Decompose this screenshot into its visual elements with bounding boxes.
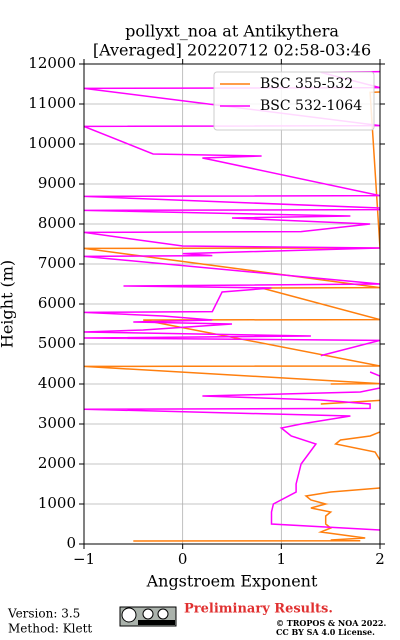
x-tick-label: 0 (178, 550, 188, 568)
data-line (84, 91, 380, 542)
license: CC BY SA 4.0 License. (276, 627, 375, 637)
y-tick-label: 2000 (38, 454, 76, 472)
version: Version: 3.5 (7, 607, 80, 621)
method: Method: Klett (8, 622, 92, 636)
copyright: © TROPOS & NOA 2022. (276, 618, 386, 628)
x-tick-label: 1 (277, 550, 287, 568)
legend-label: BSC 355-532 (260, 76, 353, 92)
y-tick-label: 1000 (38, 494, 76, 512)
y-tick-label: 9000 (38, 174, 76, 192)
data-line (84, 70, 380, 531)
chart-title: pollyxt_noa at Antikythera (125, 22, 339, 41)
legend-box (213, 71, 375, 131)
plot-frame (83, 63, 381, 545)
y-tick-label: 8000 (38, 214, 76, 232)
y-axis-label: Height (m) (0, 260, 17, 348)
x-tick-label: −1 (73, 550, 95, 568)
y-tick-label: 11000 (28, 94, 76, 112)
y-tick-label: 4000 (38, 374, 76, 392)
legend-label: BSC 532-1064 (260, 98, 362, 114)
y-tick-label: 5000 (38, 334, 76, 352)
notice: Preliminary Results. (184, 602, 333, 617)
y-tick-label: 6000 (38, 294, 76, 312)
chart-subtitle: [Averaged] 20220712 02:58-03:46 (93, 41, 371, 60)
x-axis-label: Angstroem Exponent (146, 572, 318, 591)
y-tick-label: 0 (66, 534, 76, 552)
y-tick-label: 12000 (28, 54, 76, 72)
y-tick-label: 10000 (28, 134, 76, 152)
y-tick-label: 3000 (38, 414, 76, 432)
y-tick-label: 7000 (38, 254, 76, 272)
x-tick-label: 2 (375, 550, 385, 568)
plot-area (84, 70, 380, 542)
cc-logo (119, 606, 177, 627)
